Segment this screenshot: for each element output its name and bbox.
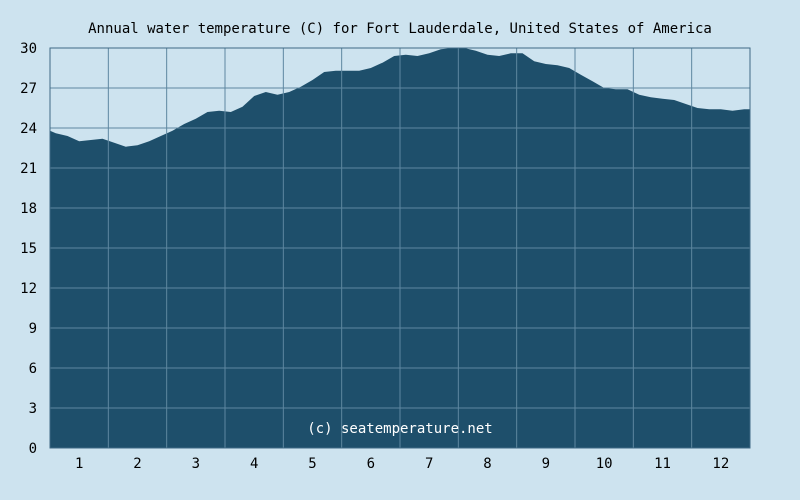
x-tick-label: 1 <box>75 456 83 472</box>
watermark: (c) seatemperature.net <box>307 421 492 437</box>
chart-title: Annual water temperature (C) for Fort La… <box>88 21 712 37</box>
x-tick-label: 8 <box>483 456 491 472</box>
x-tick-label: 7 <box>425 456 433 472</box>
y-tick-label: 0 <box>29 441 37 457</box>
x-tick-label: 9 <box>542 456 550 472</box>
x-tick-label: 2 <box>133 456 141 472</box>
x-tick-label: 11 <box>654 456 671 472</box>
y-tick-label: 6 <box>29 361 37 377</box>
x-tick-label: 6 <box>367 456 375 472</box>
plot-border <box>49 47 751 449</box>
y-tick-label: 18 <box>20 201 37 217</box>
y-tick-label: 15 <box>20 241 37 257</box>
y-tick-label: 24 <box>20 121 37 137</box>
y-tick-label: 12 <box>20 281 37 297</box>
y-tick-label: 27 <box>20 81 37 97</box>
y-tick-label: 9 <box>29 321 37 337</box>
y-tick-label: 21 <box>20 161 37 177</box>
x-tick-label: 10 <box>596 456 613 472</box>
x-tick-label: 4 <box>250 456 258 472</box>
x-tick-label: 3 <box>192 456 200 472</box>
y-tick-label: 3 <box>29 401 37 417</box>
y-tick-label: 30 <box>20 41 37 57</box>
x-tick-label: 12 <box>712 456 729 472</box>
x-tick-label: 5 <box>308 456 316 472</box>
